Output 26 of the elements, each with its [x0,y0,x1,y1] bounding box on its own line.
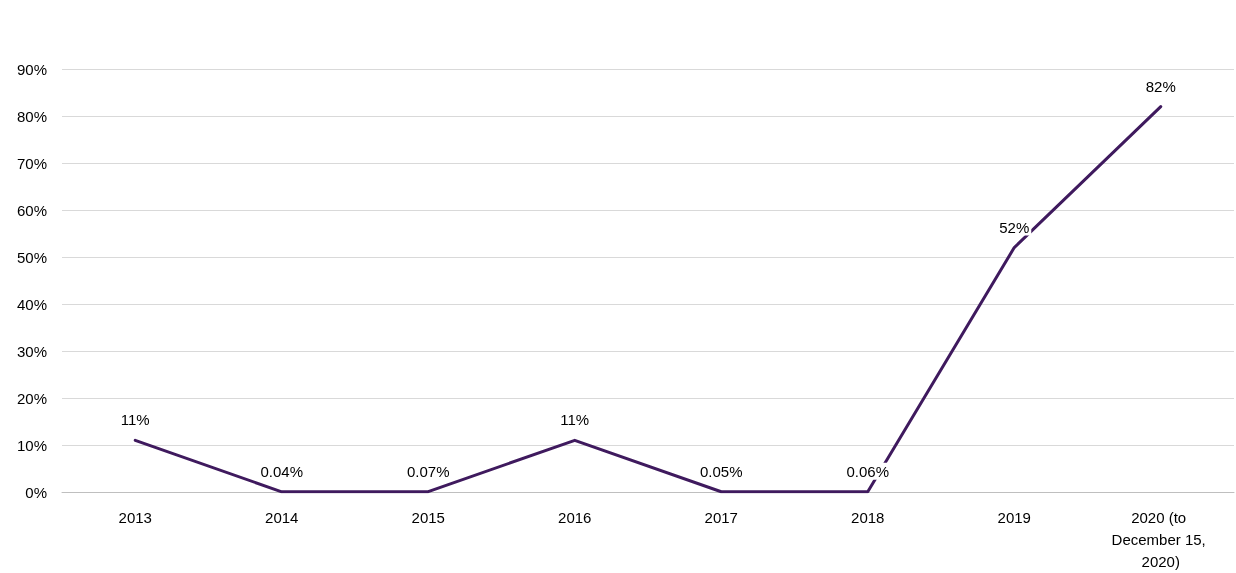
y-tick-label: 30% [16,342,47,360]
x-tick-label: 2013 [118,508,152,526]
x-tick-label: 2016 [558,508,592,526]
y-tick-label: 0% [25,483,47,501]
y-tick-label: 90% [16,60,47,78]
x-tick-label: 2017 [704,508,738,526]
x-tick-label: 2014 [265,508,299,526]
x-tick-label: 2018 [851,508,885,526]
data-label: 52% [999,218,1030,236]
data-label: 82% [1145,77,1176,95]
x-tick-label: 2015 [411,508,445,526]
y-tick-label: 70% [16,154,47,172]
y-tick-label: 40% [16,295,47,313]
y-tick-label: 80% [16,107,47,125]
data-label: 0.05% [699,462,743,480]
data-label: 0.04% [260,462,304,480]
y-tick-label: 10% [16,436,47,454]
data-label: 0.07% [406,462,450,480]
data-label: 11% [120,411,150,429]
y-tick-label: 20% [16,389,47,407]
y-tick-label: 50% [16,248,47,266]
y-tick-label: 60% [16,201,47,219]
data-label: 11% [560,411,590,429]
x-tick-label: 2020 (to December 15, 2020) [1111,508,1210,570]
data-label: 0.06% [846,462,890,480]
x-tick-label: 2019 [997,508,1031,526]
